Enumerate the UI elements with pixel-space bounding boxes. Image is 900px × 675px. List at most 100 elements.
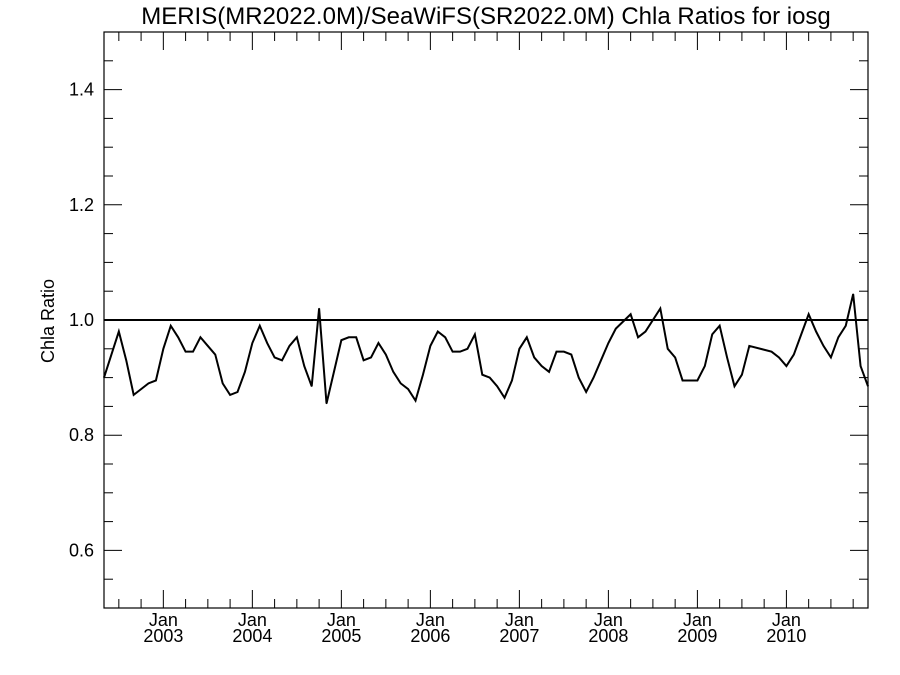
data-point bbox=[296, 336, 298, 338]
axis-ticks bbox=[104, 32, 868, 608]
data-point bbox=[303, 365, 305, 367]
x-tick-label-month: Jan bbox=[416, 610, 445, 630]
data-point bbox=[793, 353, 795, 356]
data-point bbox=[325, 402, 328, 405]
data-point bbox=[770, 351, 773, 353]
data-point bbox=[422, 374, 424, 376]
data-point bbox=[726, 356, 728, 359]
data-point bbox=[222, 382, 224, 384]
data-point bbox=[236, 391, 239, 393]
data-point bbox=[607, 342, 609, 344]
x-tick-label-year: 2009 bbox=[677, 626, 717, 646]
data-point bbox=[578, 377, 580, 379]
data-point bbox=[170, 325, 172, 327]
data-point bbox=[192, 351, 194, 353]
x-tick-label-month: Jan bbox=[683, 610, 712, 630]
x-tick-labels: Jan2003Jan2004Jan2005Jan2006Jan2007Jan20… bbox=[143, 610, 806, 646]
data-point bbox=[637, 336, 639, 338]
data-point bbox=[674, 356, 676, 359]
data-point bbox=[103, 377, 105, 379]
data-point bbox=[177, 336, 179, 338]
data-point bbox=[481, 374, 483, 376]
data-point bbox=[162, 348, 164, 350]
x-tick-label-year: 2008 bbox=[588, 626, 628, 646]
data-point bbox=[266, 342, 268, 344]
x-tick-label-year: 2010 bbox=[766, 626, 806, 646]
chart-title: MERIS(MR2022.0M)/SeaWiFS(SR2022.0M) Chla… bbox=[141, 3, 831, 30]
data-point bbox=[466, 348, 469, 350]
data-points bbox=[103, 293, 869, 405]
data-point bbox=[459, 351, 461, 353]
data-point bbox=[696, 379, 698, 382]
data-point bbox=[733, 385, 736, 387]
data-point bbox=[852, 293, 854, 295]
x-tick-label-year: 2003 bbox=[143, 626, 183, 646]
data-point bbox=[348, 336, 350, 338]
data-point bbox=[259, 325, 261, 327]
data-point bbox=[184, 351, 187, 353]
data-point bbox=[199, 336, 202, 338]
data-point bbox=[229, 394, 231, 396]
y-tick-labels: 0.6 0.8 1.0 1.2 1.4 bbox=[69, 80, 94, 561]
x-tick-label-month: Jan bbox=[505, 610, 534, 630]
data-point bbox=[548, 371, 550, 373]
data-point bbox=[118, 330, 120, 333]
x-tick-label-month: Jan bbox=[149, 610, 178, 630]
data-point bbox=[867, 385, 869, 387]
data-point bbox=[808, 313, 810, 315]
data-point bbox=[147, 382, 150, 384]
data-point bbox=[489, 377, 491, 379]
data-point bbox=[615, 328, 617, 330]
data-point bbox=[644, 330, 647, 333]
data-point bbox=[407, 388, 409, 390]
data-point bbox=[711, 333, 713, 335]
x-tick-label-month: Jan bbox=[327, 610, 356, 630]
data-point bbox=[281, 359, 283, 361]
data-point bbox=[110, 353, 113, 356]
data-point bbox=[541, 365, 543, 367]
data-point bbox=[474, 333, 476, 335]
y-axis-label: Chla Ratio bbox=[38, 279, 58, 363]
data-point bbox=[748, 345, 750, 347]
x-tick-label-month: Jan bbox=[238, 610, 267, 630]
data-point bbox=[800, 333, 802, 335]
data-point bbox=[437, 330, 439, 333]
data-point bbox=[385, 353, 387, 356]
data-point bbox=[340, 339, 342, 341]
data-point bbox=[311, 385, 313, 387]
data-point bbox=[414, 400, 417, 402]
data-point bbox=[244, 371, 246, 373]
data-point bbox=[288, 345, 291, 347]
data-point bbox=[511, 379, 513, 382]
data-point bbox=[370, 356, 372, 359]
data-point bbox=[845, 325, 847, 327]
data-point bbox=[681, 379, 684, 382]
data-point bbox=[741, 374, 743, 376]
data-point bbox=[392, 371, 394, 373]
data-point bbox=[585, 391, 587, 393]
data-point bbox=[318, 307, 320, 310]
data-point bbox=[125, 359, 127, 361]
data-point bbox=[667, 348, 669, 350]
data-point bbox=[274, 356, 276, 359]
y-tick-label: 1.2 bbox=[69, 195, 94, 215]
data-point bbox=[704, 365, 706, 367]
data-point bbox=[133, 394, 135, 396]
data-point bbox=[555, 351, 558, 353]
data-point bbox=[533, 356, 535, 359]
data-point bbox=[496, 385, 498, 387]
x-tick-label-year: 2004 bbox=[232, 626, 272, 646]
y-tick-label: 1.4 bbox=[69, 80, 94, 100]
data-point bbox=[452, 351, 454, 353]
data-point bbox=[778, 356, 780, 359]
data-point bbox=[444, 336, 446, 338]
data-point bbox=[526, 336, 528, 338]
data-point bbox=[429, 345, 431, 347]
data-point bbox=[822, 345, 825, 347]
data-point bbox=[503, 397, 506, 399]
data-point bbox=[207, 345, 209, 347]
data-point bbox=[251, 342, 253, 344]
data-point bbox=[140, 388, 142, 390]
x-tick-label-month: Jan bbox=[772, 610, 801, 630]
